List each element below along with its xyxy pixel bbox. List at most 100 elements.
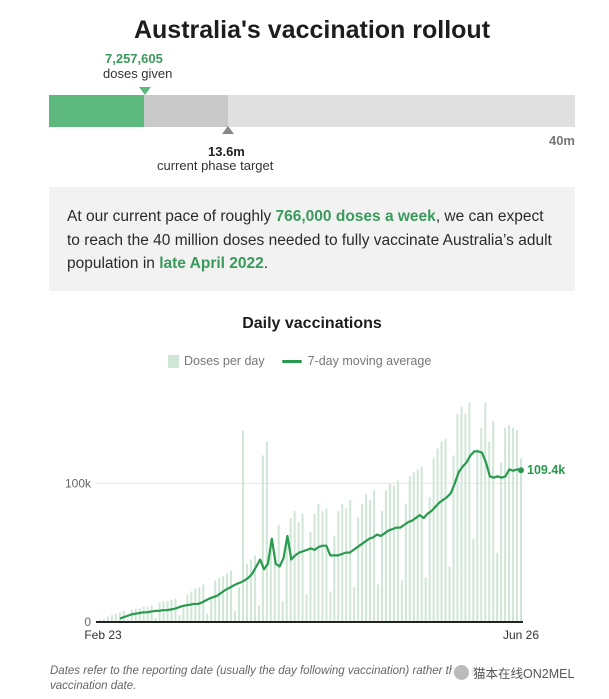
doses-bar	[257, 605, 260, 622]
doses-bar	[126, 619, 129, 622]
doses-bar	[293, 511, 296, 622]
doses-bar	[377, 584, 380, 622]
doses-bar	[202, 584, 205, 622]
doses-bar	[384, 490, 387, 622]
doses-bar	[265, 441, 268, 623]
doses-bar	[118, 612, 121, 622]
doses-bar	[341, 504, 344, 622]
doses-bar	[388, 483, 391, 622]
doses-bar	[468, 402, 471, 622]
doses-bar	[353, 587, 356, 622]
doses-bar	[508, 424, 511, 622]
target-label: current phase target	[157, 158, 274, 173]
last-value-label: 109.4k	[527, 463, 565, 477]
doses-bar	[464, 413, 467, 623]
chart-legend: Doses per day 7-day moving average	[168, 354, 431, 368]
doses-bar	[226, 573, 229, 622]
legend-bars-swatch	[168, 354, 179, 368]
doses-bar	[392, 486, 395, 622]
doses-bar	[194, 588, 197, 622]
doses-bar	[230, 570, 233, 622]
target-marker-icon	[222, 126, 234, 134]
doses-bar	[337, 511, 340, 622]
progress-max-label: 40m	[548, 133, 575, 148]
progress-bar	[49, 95, 575, 127]
y-tick-label: 0	[84, 615, 91, 629]
y-tick-label: 100k	[65, 476, 92, 490]
doses-bar	[277, 524, 280, 623]
doses-bar	[333, 535, 336, 622]
doses-bar	[285, 538, 288, 622]
doses-bar	[281, 601, 284, 622]
doses-bar	[222, 576, 225, 622]
doses-bar	[138, 608, 141, 623]
doses-bar	[170, 599, 173, 622]
doses-bar	[436, 448, 439, 622]
doses-bar	[178, 615, 181, 622]
doses-bar	[492, 420, 495, 622]
doses-bar	[114, 613, 117, 622]
bars-group	[99, 402, 522, 623]
chart-title: Daily vaccinations	[242, 315, 382, 332]
doses-bar	[428, 497, 431, 623]
doses-bar	[325, 508, 328, 622]
doses-bar	[317, 504, 320, 622]
moving-average-line	[119, 450, 522, 620]
legend-bars-label: Doses per day	[184, 354, 265, 368]
doses-bar	[460, 406, 463, 622]
doses-bar	[369, 499, 372, 622]
doses-bar	[218, 577, 221, 622]
doses-bar	[345, 508, 348, 622]
doses-bar	[289, 517, 292, 622]
doses-bar	[400, 580, 403, 623]
doses-bar	[174, 598, 177, 622]
doses-bar	[472, 538, 475, 622]
doses-bar	[130, 609, 133, 622]
doses-bar	[416, 469, 419, 623]
doses-bar	[357, 517, 360, 622]
summary-date: late April 2022	[159, 255, 264, 272]
doses-bar	[329, 591, 332, 622]
summary-text: At our current pace of roughly	[67, 208, 276, 225]
doses-bar	[452, 455, 455, 622]
doses-bar	[166, 601, 169, 622]
doses-bar	[504, 427, 507, 622]
doses-bar	[238, 587, 241, 622]
doses-bar	[404, 504, 407, 622]
doses-bar	[234, 610, 237, 622]
doses-bar	[412, 472, 415, 622]
doses-given-marker-icon	[139, 87, 151, 95]
doses-bar	[496, 552, 499, 623]
doses-bar	[516, 430, 519, 622]
doses-bar	[456, 413, 459, 623]
watermark-icon	[454, 665, 469, 680]
doses-bar	[261, 455, 264, 622]
doses-bar	[99, 619, 101, 622]
doses-bar	[408, 476, 411, 622]
doses-bar	[432, 458, 435, 622]
doses-bar	[512, 427, 515, 622]
target-value: 13.6m	[208, 144, 245, 159]
doses-bar	[241, 430, 244, 622]
doses-bar	[305, 594, 308, 622]
doses-bar	[484, 402, 487, 622]
doses-bar	[142, 606, 145, 622]
doses-bar	[480, 427, 483, 622]
doses-bar	[500, 462, 503, 622]
last-value-dot	[518, 467, 524, 474]
doses-bar	[210, 597, 213, 622]
doses-bar	[381, 511, 383, 622]
doses-given-label: doses given	[103, 66, 173, 81]
doses-bar	[162, 601, 165, 622]
x-tick-label: Feb 23	[84, 628, 122, 642]
doses-bar	[249, 559, 252, 622]
doses-bar	[253, 555, 256, 622]
doses-bar	[110, 615, 113, 622]
doses-bar	[154, 617, 157, 622]
doses-bar	[309, 531, 312, 622]
doses-bar	[361, 504, 364, 622]
doses-bar	[297, 522, 300, 622]
doses-bar	[206, 613, 209, 622]
doses-bar	[420, 466, 423, 622]
legend-line-label: 7-day moving average	[307, 354, 432, 368]
